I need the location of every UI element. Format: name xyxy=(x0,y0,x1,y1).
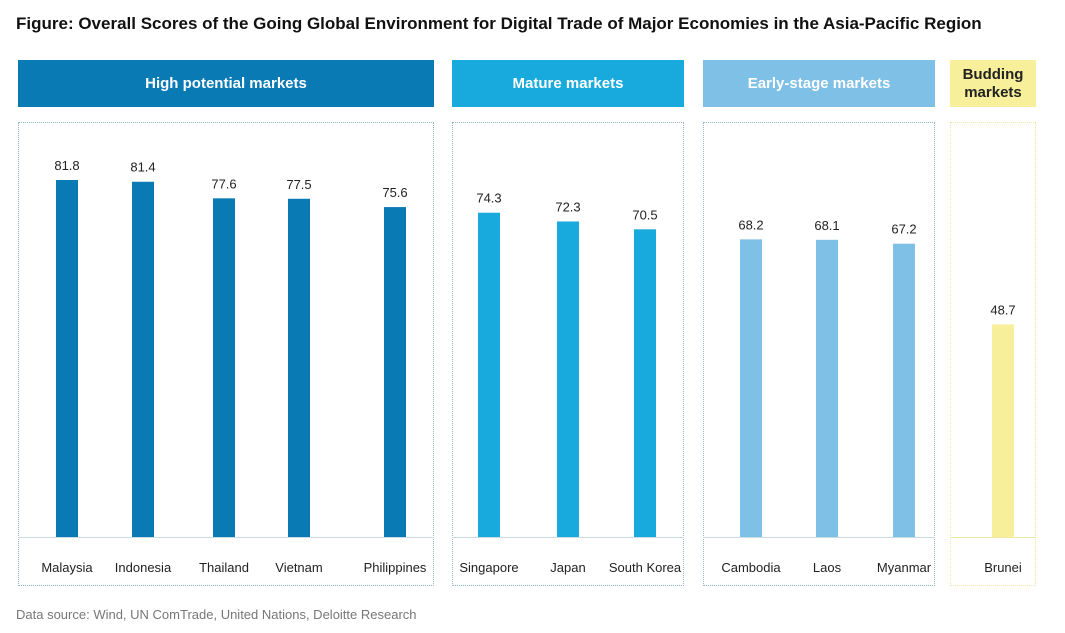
group-header-1: Mature markets xyxy=(452,60,684,107)
category-label: Brunei xyxy=(984,560,1022,575)
category-label: Philippines xyxy=(364,560,427,575)
bar-thailand xyxy=(213,198,235,537)
category-label: Thailand xyxy=(199,560,249,575)
bar-brunei xyxy=(992,324,1014,537)
value-label: 77.6 xyxy=(211,176,236,191)
bar-vietnam xyxy=(288,198,310,537)
category-label: Cambodia xyxy=(721,560,781,575)
group-header-2: Early-stage markets xyxy=(703,60,935,107)
value-label: 48.7 xyxy=(990,302,1015,317)
group-box-0 xyxy=(18,122,434,586)
bar-singapore xyxy=(478,212,500,537)
category-label: Myanmar xyxy=(877,560,932,575)
group-header-0: High potential markets xyxy=(18,60,434,107)
category-label: Singapore xyxy=(459,560,518,575)
group-box-1 xyxy=(452,122,684,586)
value-label: 81.4 xyxy=(130,160,155,175)
bar-laos xyxy=(816,239,838,537)
data-source-note: Data source: Wind, UN ComTrade, United N… xyxy=(16,607,417,622)
bar-japan xyxy=(557,221,579,537)
bar-south-korea xyxy=(634,229,656,537)
category-label: Indonesia xyxy=(115,560,172,575)
bar-cambodia xyxy=(740,239,762,537)
value-label: 67.2 xyxy=(891,222,916,237)
category-label: Laos xyxy=(813,560,842,575)
category-label: Vietnam xyxy=(275,560,322,575)
category-label: South Korea xyxy=(609,560,682,575)
group-box-2 xyxy=(703,122,935,586)
bar-malaysia xyxy=(56,180,78,537)
value-label: 81.8 xyxy=(54,158,79,173)
bar-indonesia xyxy=(132,181,154,537)
value-label: 70.5 xyxy=(632,207,657,222)
value-label: 68.2 xyxy=(738,217,763,232)
category-label: Japan xyxy=(550,560,585,575)
group-box-3 xyxy=(950,122,1036,586)
value-label: 72.3 xyxy=(555,199,580,214)
value-label: 74.3 xyxy=(476,191,501,206)
group-header-3: Budding markets xyxy=(950,60,1036,107)
value-label: 75.6 xyxy=(382,185,407,200)
value-label: 77.5 xyxy=(286,177,311,192)
category-label: Malaysia xyxy=(41,560,93,575)
bar-myanmar xyxy=(893,243,915,538)
value-label: 68.1 xyxy=(814,218,839,233)
chart-title: Figure: Overall Scores of the Going Glob… xyxy=(16,14,982,33)
bar-philippines xyxy=(384,207,406,537)
